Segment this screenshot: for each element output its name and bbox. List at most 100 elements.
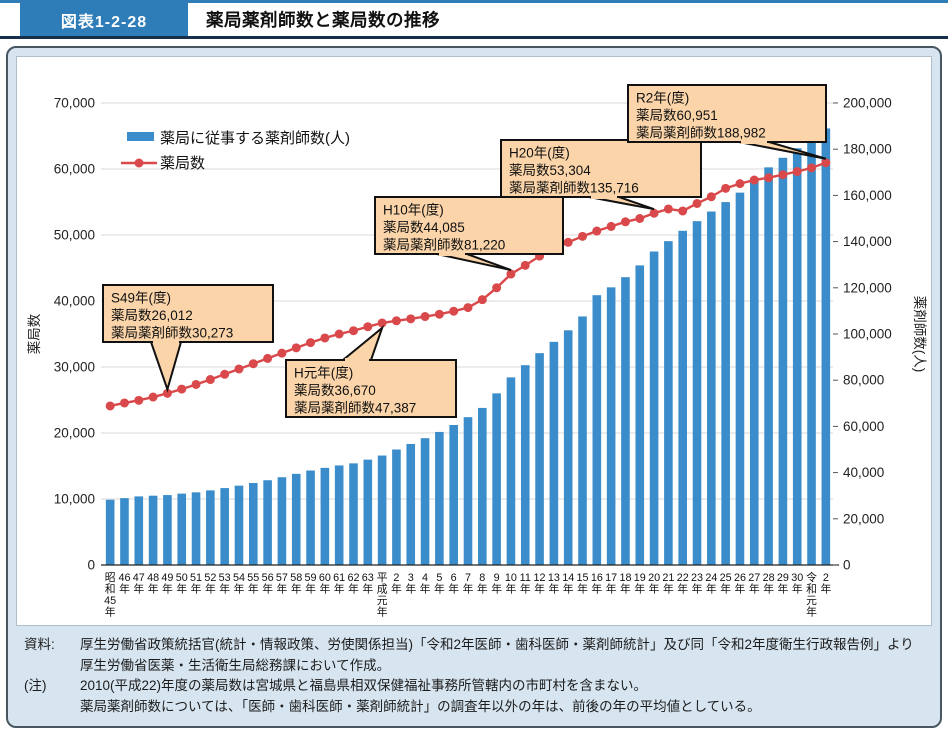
x-axis-label: 26 年 [734, 572, 746, 596]
x-axis-label: 10 年 [505, 572, 517, 596]
x-axis-label: 30 年 [791, 572, 803, 596]
line-point [807, 163, 817, 173]
right-axis-tick-label: 40,000 [843, 465, 884, 480]
bar [134, 496, 144, 565]
bar [406, 443, 416, 565]
line-point [764, 173, 774, 183]
x-axis-label: 50 年 [176, 572, 188, 596]
bar [778, 157, 788, 565]
bar [764, 167, 773, 565]
right-axis-title: 薬剤師数(人) [912, 296, 927, 373]
bar [105, 499, 115, 565]
callout-H20年(度): H20年(度) 薬局数53,304 薬局薬剤師数135,716 [500, 139, 702, 211]
bar [535, 353, 544, 565]
bar [306, 470, 315, 565]
callout-text: H元年(度) [294, 366, 353, 381]
bar [549, 341, 559, 565]
x-axis-label: 56 年 [262, 572, 274, 596]
right-axis-tick-label: 200,000 [843, 96, 892, 111]
callout-text: 薬局数44,085 [383, 220, 465, 235]
callout-text: S49年(度) [111, 291, 171, 306]
callout-text: 薬局薬剤師数30,273 [111, 326, 233, 341]
callout-R2年(度): R2年(度) 薬局数60,951 薬局薬剤師数188,982 [627, 84, 827, 160]
right-axis-tick-label: 180,000 [843, 142, 892, 157]
bar [234, 485, 244, 565]
x-axis-label: 55 年 [247, 572, 259, 596]
x-axis-label: 令和元年 [806, 570, 817, 619]
figure-title: 薬局薬剤師数と薬局数の推移 [206, 10, 440, 30]
line-point [377, 318, 387, 328]
note-row: (注) 2010(平成22)年度の薬局数は宮城県と福島県相双保健福祉事務所管轄内… [24, 676, 926, 717]
bar [606, 287, 616, 565]
callout-text: H20年(度) [509, 146, 570, 161]
callout-S49年(度): S49年(度) 薬局数26,012 薬局薬剤師数30,273 [102, 284, 274, 393]
line-point [506, 269, 516, 279]
line-point [234, 364, 244, 374]
callout-pointer [436, 253, 512, 272]
line-point [420, 312, 430, 322]
bar [449, 425, 458, 565]
bar [320, 467, 330, 565]
line-point [248, 359, 258, 369]
line-point [134, 395, 144, 405]
right-axis-tick-label: 80,000 [843, 373, 884, 388]
bar [291, 473, 301, 565]
callout-box [102, 284, 274, 343]
line-point [334, 329, 344, 339]
figure-header: 図表1-2-28 薬局薬剤師数と薬局数の推移 [0, 0, 948, 39]
bar [792, 148, 802, 566]
bar [707, 211, 716, 565]
x-axis-label: 22 年 [677, 572, 689, 596]
x-axis-label: 29 年 [777, 572, 789, 596]
x-axis-label: 17 年 [605, 572, 617, 596]
x-axis-label: 46 年 [118, 572, 130, 596]
bar [821, 128, 831, 565]
bar [678, 230, 688, 566]
line-point [105, 401, 115, 411]
right-axis-tick-label: 120,000 [843, 280, 892, 295]
line-point [663, 204, 673, 214]
x-axis-label: 62 年 [347, 572, 359, 596]
legend-bar-swatch [127, 132, 154, 141]
line-point [592, 226, 602, 236]
line-point [277, 348, 287, 358]
bar [334, 465, 344, 565]
x-axis-label: 20 年 [648, 572, 660, 596]
left-axis-tick-label: 50,000 [54, 228, 95, 243]
x-axis-label: 14 年 [562, 572, 574, 596]
right-axis-tick-label: 60,000 [843, 419, 884, 434]
line-point [291, 343, 301, 353]
line-point [363, 322, 373, 332]
callout-text: 薬局数36,670 [294, 383, 376, 398]
line-point [348, 326, 358, 336]
line-point [220, 369, 230, 379]
bar [649, 251, 659, 565]
x-axis-label: 61 年 [333, 572, 345, 596]
callout-text: 薬局数26,012 [111, 308, 193, 323]
bar [420, 438, 430, 565]
line-point [749, 175, 759, 185]
line-point [449, 306, 459, 316]
line-point [792, 167, 802, 177]
callout-text: R2年(度) [636, 91, 689, 106]
x-axis-label: 59 年 [305, 572, 317, 596]
x-axis-label: 19 年 [634, 572, 646, 596]
bar [592, 295, 602, 565]
bar [263, 480, 272, 565]
x-axis-label: 18 年 [619, 572, 631, 596]
line-point [706, 192, 716, 202]
x-axis-label: 11 年 [520, 572, 531, 596]
line-point [821, 158, 831, 168]
bar [463, 417, 473, 565]
bar [664, 241, 673, 566]
left-axis-tick-label: 40,000 [54, 294, 95, 309]
x-axis-label: 48 年 [147, 572, 159, 596]
right-axis-tick-label: 20,000 [843, 511, 884, 526]
bar [277, 477, 287, 565]
line-point [406, 314, 416, 324]
x-axis-label: 15 年 [577, 572, 589, 596]
bar [148, 495, 158, 565]
